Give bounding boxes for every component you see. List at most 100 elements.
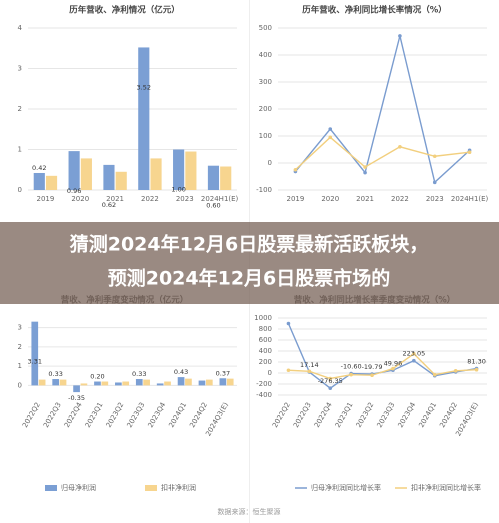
x-tick-label: 2022Q4 (63, 401, 84, 430)
data-label: 1.00 (171, 186, 185, 194)
y-tick-label: 1 (18, 362, 22, 370)
bar (150, 158, 162, 190)
data-label: 0.60 (206, 202, 220, 210)
bar (143, 379, 150, 386)
bar (103, 164, 115, 190)
bar (101, 381, 109, 386)
x-tick-label: 2023 (176, 195, 194, 203)
banner (0, 222, 499, 304)
bar (219, 378, 227, 386)
data-label: 223.05 (402, 350, 425, 358)
legend-label: 扣非净利润 (161, 483, 196, 492)
y-tick-label: 4 (18, 24, 23, 32)
x-tick-label: 2020 (321, 195, 339, 203)
x-tick-label: 2020 (71, 195, 89, 203)
bar (156, 383, 164, 386)
y-tick-label: 1000 (254, 314, 272, 322)
bar (138, 47, 150, 190)
x-tick-label: 2022 (391, 195, 409, 203)
data-label: -276.35 (318, 377, 343, 385)
bar (80, 158, 92, 190)
y-tick-label: 800 (259, 325, 272, 333)
y-tick-label: 0 (268, 369, 272, 377)
bar (45, 175, 58, 190)
bar (173, 149, 185, 190)
bar (68, 151, 80, 190)
data-label: 17.14 (300, 361, 319, 369)
bar (207, 165, 220, 190)
bar (38, 379, 46, 386)
x-tick-label: 2023Q4 (396, 401, 417, 430)
bar (205, 379, 213, 386)
y-tick-label: 0 (18, 381, 22, 389)
data-label: -19.79 (362, 363, 383, 371)
data-label: 0.20 (90, 373, 104, 381)
legend-swatch (45, 485, 57, 491)
line (294, 136, 470, 171)
line (287, 323, 477, 390)
x-tick-label: 2024Q2 (188, 401, 209, 429)
x-tick-label: 2019 (287, 195, 305, 203)
data-label: 0.62 (102, 201, 116, 209)
legend-label: 扣非净利润同比增长率 (411, 483, 481, 492)
bar (185, 151, 197, 190)
y-tick-label: 100 (259, 132, 272, 140)
x-tick-label: 2024Q1 (167, 401, 188, 429)
data-label: 0.43 (174, 368, 188, 376)
data-label: 0.33 (132, 370, 146, 378)
banner-text: 预测2024年12月6日股票市场的 (108, 267, 391, 290)
y-tick-label: 2 (18, 105, 22, 113)
x-tick-label: 2023Q3 (376, 401, 397, 429)
x-tick-label: 2022Q4 (313, 401, 334, 430)
bar (122, 381, 130, 386)
x-tick-label: 2023Q1 (334, 401, 355, 429)
banner-text: 猜测2024年12月6日股票最新活跃板块， (70, 233, 429, 256)
data-label: 49.96 (384, 359, 403, 367)
y-tick-label: 3 (18, 324, 22, 332)
bar (52, 379, 60, 386)
bar (198, 380, 206, 386)
x-tick-label: 2023Q3 (126, 401, 147, 429)
legend-label: 归母净利润同比增长率 (311, 483, 381, 492)
x-tick-label: 2021 (356, 195, 374, 203)
x-tick-label: 2022Q3 (292, 401, 313, 429)
y-tick-label: 2 (18, 343, 22, 351)
x-tick-label: 2022Q2 (21, 401, 42, 429)
x-tick-label: 2023 (426, 195, 444, 203)
y-tick-label: 300 (259, 78, 272, 86)
x-tick-label: 2023Q4 (146, 401, 167, 430)
data-label: 3.31 (28, 358, 42, 366)
point (467, 150, 472, 154)
footer: 数据来源：恒生聚源 (218, 507, 281, 516)
bar (226, 378, 234, 386)
x-tick-label: 2024H1(E) (451, 195, 489, 203)
y-tick-label: 600 (259, 336, 272, 344)
x-tick-label: 2023Q2 (355, 401, 376, 429)
x-tick-label: 2022Q3 (42, 401, 63, 429)
chart-title: 历年营收、净利同比增长率情况（%） (302, 5, 447, 16)
bar (177, 377, 185, 386)
line (288, 352, 477, 380)
y-tick-label: 400 (259, 51, 272, 59)
data-label: 0.37 (216, 369, 230, 377)
data-label: 81.30 (467, 358, 486, 366)
y-tick-label: -400 (256, 391, 272, 399)
data-label: 0.42 (32, 164, 46, 172)
y-tick-label: 0 (18, 186, 22, 194)
bar (59, 379, 67, 386)
bar (185, 378, 192, 386)
x-tick-label: 2023Q2 (105, 401, 126, 429)
y-tick-label: -100 (256, 186, 272, 194)
y-tick-label: 400 (259, 347, 272, 355)
x-tick-label: 2024Q2 (438, 401, 459, 429)
bar (164, 381, 171, 386)
x-tick-label: 2024Q1 (417, 401, 438, 429)
bar (115, 382, 122, 386)
bar (135, 379, 143, 386)
bar (73, 385, 80, 393)
bar (220, 166, 232, 190)
y-tick-label: 3 (18, 65, 22, 73)
data-label: 3.52 (137, 83, 151, 91)
bar (80, 383, 88, 386)
